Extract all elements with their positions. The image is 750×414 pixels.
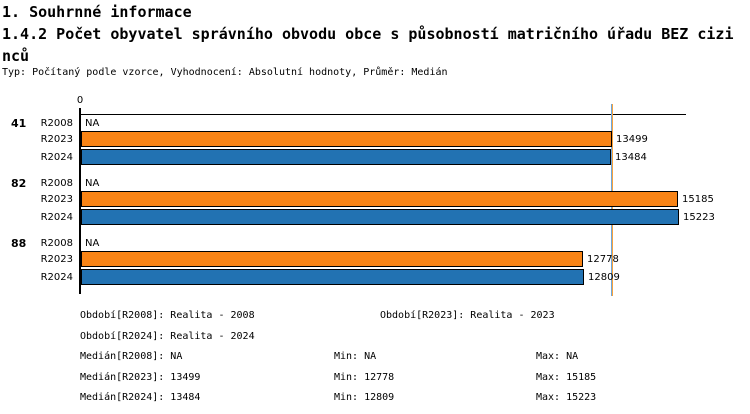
- bar-r2024-88: [81, 269, 584, 285]
- na-label: NA: [85, 238, 100, 249]
- legend-min-r2008: Min: NA: [334, 351, 377, 362]
- y-axis-line: [79, 108, 81, 294]
- na-label: NA: [85, 118, 100, 129]
- row-label-r2024: R2024: [40, 212, 73, 223]
- bar-r2024-41: [81, 149, 611, 165]
- bar-value-label: 12778: [587, 254, 619, 265]
- bar-r2024-82: [81, 209, 679, 225]
- legend-min-r2023: Min: 12778: [334, 372, 395, 383]
- legend-period-r2024: Období[R2024]: Realita - 2024: [80, 331, 255, 342]
- legend-max-r2008: Max: NA: [536, 351, 579, 362]
- row-label-r2008: R2008: [40, 178, 73, 189]
- legend-period-r2008: Období[R2008]: Realita - 2008: [80, 310, 255, 321]
- na-label: NA: [85, 178, 100, 189]
- bar-value-label: 12809: [588, 272, 620, 283]
- row-label-r2023: R2023: [40, 254, 73, 265]
- chart-meta-line: Typ: Počítaný podle vzorce, Vyhodnocení:…: [2, 67, 448, 78]
- row-label-r2008: R2008: [40, 118, 73, 129]
- bar-value-label: 13484: [615, 152, 647, 163]
- row-label-r2024: R2024: [40, 272, 73, 283]
- x-axis-zero-label: 0: [76, 95, 84, 106]
- bar-r2023-41: [81, 131, 612, 147]
- legend-max-r2023: Max: 15185: [536, 372, 597, 383]
- legend-period-r2023: Období[R2023]: Realita - 2023: [380, 310, 555, 321]
- row-label-r2023: R2023: [40, 194, 73, 205]
- row-label-r2024: R2024: [40, 152, 73, 163]
- legend-max-r2024: Max: 15223: [536, 392, 597, 403]
- row-label-r2008: R2008: [40, 238, 73, 249]
- bar-value-label: 15223: [683, 212, 715, 223]
- group-label-41: 41: [11, 117, 27, 130]
- bar-value-label: 15185: [682, 194, 714, 205]
- group-label-82: 82: [11, 177, 27, 190]
- x-axis-top-line: [79, 114, 686, 115]
- section-title: 1. Souhrnné informace: [2, 3, 192, 21]
- bar-value-label: 13499: [616, 134, 648, 145]
- bar-r2023-88: [81, 251, 583, 267]
- legend-median-r2023: Medián[R2023]: 13499: [80, 372, 201, 383]
- legend-min-r2024: Min: 12809: [334, 392, 395, 403]
- indicator-title: 1.4.2 Počet obyvatel správního obvodu ob…: [2, 25, 734, 65]
- legend-median-r2008: Medián[R2008]: NA: [80, 351, 183, 362]
- row-label-r2023: R2023: [40, 134, 73, 145]
- legend-median-r2024: Medián[R2024]: 13484: [80, 392, 201, 403]
- bar-chart: 0 41 R2008 NA R2023 13499 R2024 13484 82 R2008 NA…: [11, 95, 715, 296]
- group-label-88: 88: [11, 237, 27, 250]
- bar-r2023-82: [81, 191, 678, 207]
